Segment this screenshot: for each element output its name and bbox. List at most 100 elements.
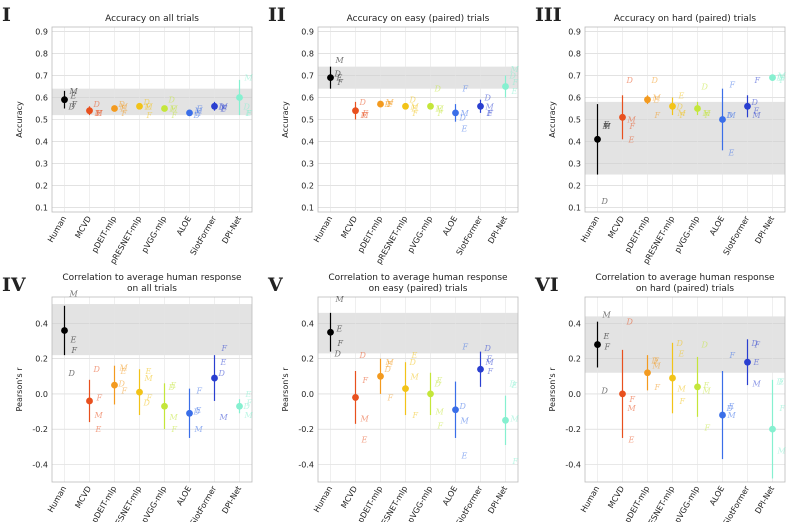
- x-tick-label: Human: [46, 485, 68, 514]
- y-tick-label: -0.2: [298, 425, 314, 434]
- dataset-letter: M: [435, 104, 445, 113]
- x-tick-label: MCVD: [339, 485, 359, 510]
- dataset-letter: E: [195, 109, 202, 118]
- dataset-letter: E: [753, 358, 760, 367]
- y-tick-label: -0.2: [565, 425, 581, 434]
- y-tick-label: 0.5: [301, 116, 314, 125]
- dataset-letter: E: [511, 381, 518, 390]
- mean-dot: [236, 94, 243, 101]
- mean-dot: [161, 105, 168, 112]
- x-tick-label: ALOE: [708, 215, 726, 238]
- mean-dot: [452, 109, 459, 117]
- y-tick-label: -0.4: [298, 460, 314, 469]
- dataset-letter: D: [243, 402, 251, 411]
- y-tick-label: 0.4: [301, 319, 314, 328]
- y-tick-label: 0.0: [301, 390, 314, 399]
- dataset-letter: M: [335, 56, 345, 65]
- dataset-letter: M: [435, 408, 445, 417]
- mean-dot: [477, 365, 484, 373]
- x-tick-label: MCVD: [606, 485, 626, 510]
- dataset-letter: F: [412, 411, 419, 420]
- dataset-letter: M: [119, 102, 129, 111]
- panel-label: I: [2, 4, 11, 26]
- dataset-letter: M: [752, 379, 762, 388]
- dataset-letter: M: [360, 111, 370, 120]
- y-tick-label: 0.2: [35, 182, 48, 191]
- y-axis-label: Accuracy: [281, 101, 290, 138]
- dataset-letter: D: [434, 379, 442, 388]
- dataset-letter: E: [245, 390, 252, 399]
- dataset-letter: D: [193, 408, 201, 417]
- x-tick-label: Human: [46, 215, 68, 244]
- dataset-letter: E: [728, 402, 735, 411]
- chart-title: on hard (paired) trials: [636, 284, 735, 294]
- dataset-letter: F: [71, 100, 78, 109]
- y-axis-label: Accuracy: [15, 101, 24, 138]
- dataset-letter: D: [601, 197, 609, 206]
- dataset-letter: E: [120, 367, 127, 376]
- dataset-letter: D: [93, 365, 101, 374]
- dataset-letter: F: [196, 386, 203, 395]
- y-tick-label: 0.2: [301, 355, 314, 364]
- dataset-letter: D: [118, 100, 126, 109]
- mean-dot: [477, 102, 484, 110]
- dataset-letter: M: [385, 98, 395, 107]
- dataset-letter: M: [777, 71, 787, 80]
- y-tick-label: 0.0: [568, 390, 581, 399]
- dataset-letter: D: [384, 100, 392, 109]
- x-tick-label: SlotFormer: [189, 214, 219, 257]
- y-axis-label: Pearson's r: [15, 367, 24, 412]
- dataset-letter: D: [143, 98, 151, 107]
- dataset-letter: M: [69, 289, 79, 298]
- mean-dot: [377, 372, 384, 380]
- dataset-letter: D: [676, 102, 684, 111]
- dataset-letter: D: [359, 351, 367, 360]
- x-tick-label: DPI-Net: [220, 485, 243, 516]
- x-tick-label: MCVD: [73, 215, 93, 240]
- dataset-letter: M: [219, 413, 229, 422]
- x-tick-label: DPI-Net: [753, 215, 776, 246]
- dataset-letter: F: [779, 76, 786, 85]
- x-tick-label: SlotFormer: [189, 484, 219, 522]
- mean-dot: [644, 369, 651, 377]
- dataset-letter: E: [778, 378, 785, 387]
- mean-dot: [186, 409, 193, 417]
- dataset-letter: F: [337, 78, 344, 87]
- dataset-letter: M: [677, 385, 687, 394]
- dataset-letter: M: [194, 425, 204, 434]
- dataset-letter: F: [437, 422, 444, 431]
- y-tick-label: 0.8: [568, 49, 581, 58]
- dataset-letter: D: [726, 404, 734, 413]
- dataset-letter: E: [678, 349, 685, 358]
- y-tick-label: 0.1: [568, 204, 581, 213]
- dataset-letter: E: [120, 104, 127, 113]
- mean-dot: [594, 135, 601, 143]
- dataset-letter: E: [145, 102, 152, 111]
- dataset-letter: D: [509, 71, 517, 80]
- dataset-letter: E: [703, 109, 710, 118]
- mean-dot: [619, 390, 626, 398]
- dataset-letter: E: [361, 111, 368, 120]
- dataset-letter: F: [729, 80, 736, 89]
- mean-dot: [502, 83, 509, 90]
- dataset-letter: E: [220, 358, 227, 367]
- x-tick-label: pDEIT-mlp: [623, 215, 651, 255]
- dataset-letter: F: [512, 457, 519, 466]
- mean-dot: [377, 100, 384, 108]
- dataset-letter: E: [70, 91, 77, 100]
- dataset-letter: M: [244, 411, 254, 420]
- x-tick-label: SlotFormer: [455, 214, 485, 257]
- dataset-letter: D: [484, 93, 492, 102]
- dataset-letter: F: [71, 346, 78, 355]
- dataset-letter: D: [334, 349, 342, 358]
- dataset-letter: M: [460, 109, 470, 118]
- dataset-letter: F: [754, 341, 761, 350]
- mean-dot: [111, 105, 118, 112]
- dataset-letter: E: [386, 360, 393, 369]
- dataset-letter: M: [460, 416, 470, 425]
- dataset-letter: E: [603, 332, 610, 341]
- y-tick-label: 0.0: [35, 390, 48, 399]
- dataset-letter: D: [751, 339, 759, 348]
- x-tick-label: MCVD: [606, 215, 626, 240]
- dataset-letter: D: [626, 76, 634, 85]
